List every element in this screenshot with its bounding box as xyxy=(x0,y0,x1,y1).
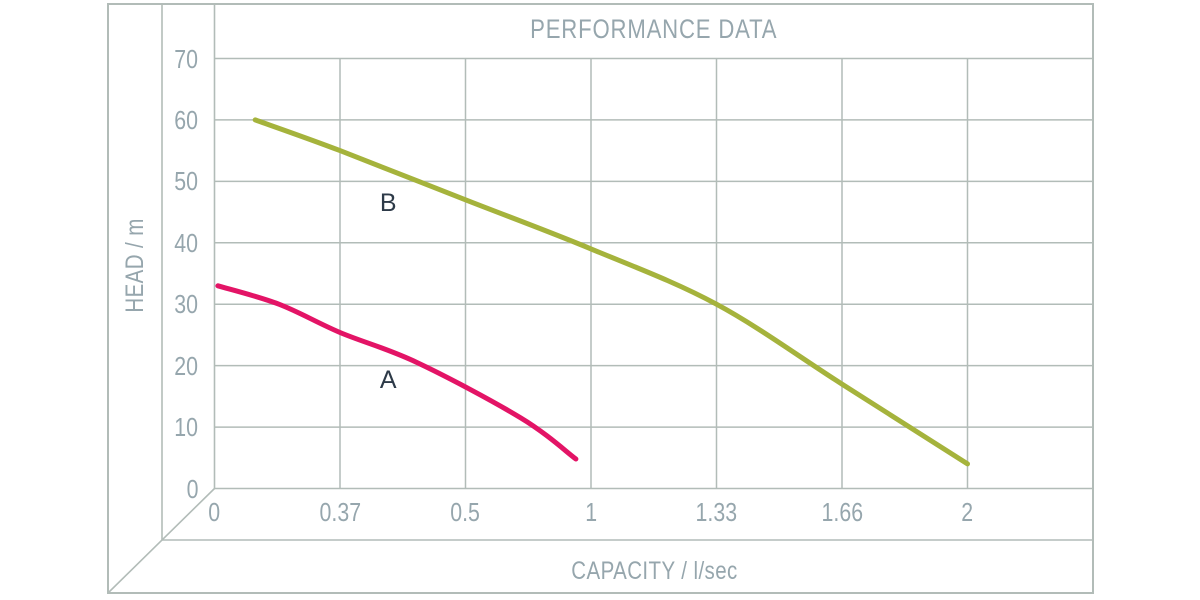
y-tick-text: 70 xyxy=(174,43,198,74)
y-tick-text: 50 xyxy=(174,166,198,197)
x-axis-title-text: CAPACITY / l/sec xyxy=(570,557,738,585)
y-axis-title: HEAD / m xyxy=(120,218,150,323)
perspective-diagonal xyxy=(107,487,216,594)
y-tick-text: 0 xyxy=(186,473,198,504)
y-tick-label-10: 10 xyxy=(150,412,198,442)
curve-a xyxy=(215,283,579,462)
y-tick-text: 30 xyxy=(174,289,198,320)
chart-title: PERFORMANCE DATA xyxy=(454,14,854,44)
x-tick-text: 1.33 xyxy=(695,497,738,527)
x-tick-label-1.33: 1.33 xyxy=(672,497,762,527)
y-tick-text: 20 xyxy=(174,350,198,381)
y-tick-text: 60 xyxy=(174,104,198,135)
y-tick-label-60: 60 xyxy=(150,105,198,135)
x-tick-text: 0.5 xyxy=(450,497,481,527)
x-tick-label-1.66: 1.66 xyxy=(797,497,887,527)
x-tick-label-0.37: 0.37 xyxy=(295,497,385,527)
y-tick-text: 10 xyxy=(174,412,198,443)
chart-title-text: PERFORMANCE DATA xyxy=(530,14,778,44)
curve-label-b: B xyxy=(379,188,397,217)
y-tick-label-50: 50 xyxy=(150,166,198,196)
x-tick-label-1: 1 xyxy=(546,497,636,527)
pump-curves xyxy=(215,117,970,467)
x-tick-label-0.5: 0.5 xyxy=(421,497,511,527)
x-tick-label-0: 0 xyxy=(170,497,260,527)
y-tick-label-0: 0 xyxy=(150,474,198,504)
x-tick-text: 0 xyxy=(208,497,221,527)
x-tick-text: 1.66 xyxy=(821,497,863,527)
x-tick-text: 0.37 xyxy=(319,497,361,527)
curve-label-a: A xyxy=(379,365,397,394)
y-axis-title-text: HEAD / m xyxy=(121,218,149,313)
y-tick-label-40: 40 xyxy=(150,228,198,258)
x-tick-text: 2 xyxy=(961,497,974,527)
x-tick-text: 1 xyxy=(585,497,597,527)
y-tick-label-70: 70 xyxy=(150,44,198,74)
x-axis-title: CAPACITY / l/sec xyxy=(454,556,854,586)
curve-b xyxy=(252,117,970,467)
y-tick-label-20: 20 xyxy=(150,351,198,381)
outer-frame xyxy=(107,3,1094,594)
x-tick-label-2: 2 xyxy=(923,497,1013,527)
grid-lines xyxy=(214,57,1093,489)
y-tick-label-30: 30 xyxy=(150,289,198,319)
frame-lines xyxy=(107,3,1094,594)
y-tick-text: 40 xyxy=(174,227,198,258)
